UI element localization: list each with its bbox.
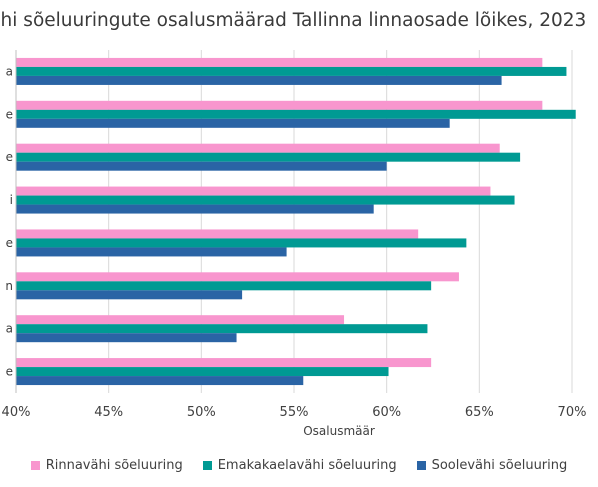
bar-soolevähi xyxy=(16,204,374,214)
legend-item: Emakakaelavähi sõeluuring xyxy=(202,458,397,473)
x-tick-label: 50% xyxy=(187,405,216,420)
category-label: a xyxy=(6,322,13,336)
bar-emakakaelavähi xyxy=(16,195,515,205)
category-label: a xyxy=(6,64,13,78)
x-tick-label: 55% xyxy=(280,405,309,420)
legend-label: Soolevähi sõeluuring xyxy=(431,458,568,473)
category-label: e xyxy=(6,365,13,379)
bar-emakakaelavähi xyxy=(16,238,467,248)
bars xyxy=(16,57,576,386)
bar-rinnavähi xyxy=(16,57,543,67)
x-tick-label: 60% xyxy=(372,405,401,420)
bar-emakakaelavähi xyxy=(16,281,432,291)
x-tick-label: 45% xyxy=(94,405,123,420)
bar-rinnavähi xyxy=(16,143,500,153)
bar-soolevähi xyxy=(16,333,237,343)
bar-soolevähi xyxy=(16,376,304,386)
bar-chart: 40% 45% 50% 55% 60% 65% 70% a e e i e n a e Osalusmäär xyxy=(2,50,587,438)
bar-rinnavähi xyxy=(16,229,419,239)
bar-emakakaelavähi xyxy=(16,66,567,76)
bar-rinnavähi xyxy=(16,272,459,282)
x-tick-label: 70% xyxy=(558,405,587,420)
legend: Rinnavähi sõeluuring Emakakaelavähi sõelu… xyxy=(0,458,598,473)
bar-rinnavähi xyxy=(16,315,345,325)
legend-swatch xyxy=(30,461,40,470)
category-label: e xyxy=(6,150,13,164)
legend-label: Rinnavähi sõeluuring xyxy=(45,458,183,473)
legend-item: Rinnavähi sõeluuring xyxy=(30,458,183,473)
bar-rinnavähi xyxy=(16,100,543,110)
bar-soolevähi xyxy=(16,247,287,257)
bar-emakakaelavähi xyxy=(16,324,428,334)
x-tick-label: 40% xyxy=(2,405,31,420)
bar-rinnavähi xyxy=(16,358,432,368)
x-tick-label: 65% xyxy=(465,405,494,420)
bar-emakakaelavähi xyxy=(16,367,389,377)
bar-soolevähi xyxy=(16,118,450,128)
category-label: n xyxy=(5,279,13,293)
bar-rinnavähi xyxy=(16,186,491,196)
bar-soolevähi xyxy=(16,290,243,300)
chart-title: Vähi sõeluuringute osalusmäärad Tallinna… xyxy=(0,10,587,31)
bar-soolevähi xyxy=(16,161,387,171)
legend-label: Emakakaelavähi sõeluuring xyxy=(217,458,397,473)
category-label: e xyxy=(6,236,13,250)
legend-swatch xyxy=(416,461,426,470)
x-axis-title: Osalusmäär xyxy=(303,424,375,438)
bar-soolevähi xyxy=(16,75,502,85)
bar-emakakaelavähi xyxy=(16,152,521,162)
legend-item: Soolevähi sõeluuring xyxy=(416,458,568,473)
category-label: e xyxy=(6,107,13,121)
axes: 40% 45% 50% 55% 60% 65% 70% a e e i e n a e xyxy=(2,50,587,420)
bar-emakakaelavähi xyxy=(16,109,576,119)
legend-swatch xyxy=(202,461,212,470)
category-label: i xyxy=(10,193,13,207)
